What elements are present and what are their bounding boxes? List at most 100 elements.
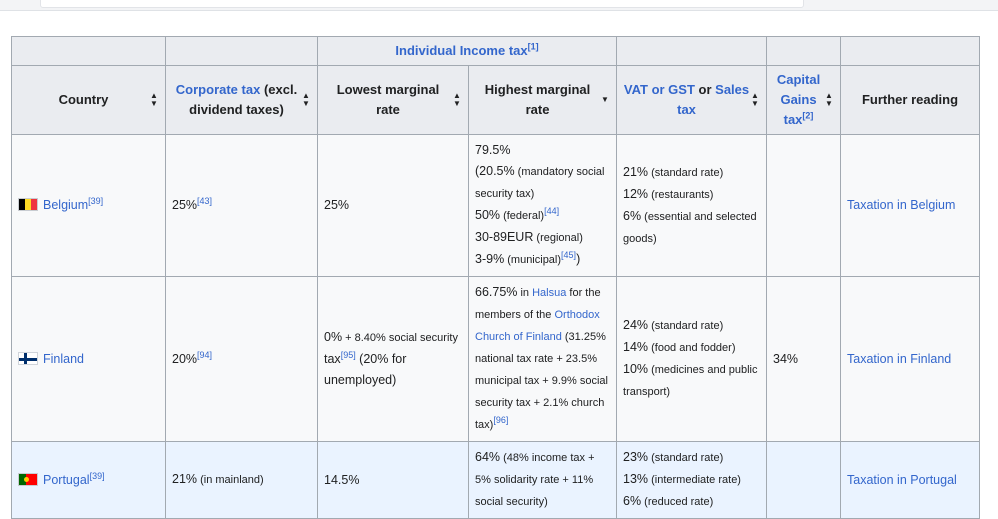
highest-federal-note: (federal) — [500, 210, 545, 222]
cell-further-reading: Taxation in Portugal — [840, 441, 981, 519]
capital-gains-value: 34% — [773, 351, 799, 366]
group-header-income-tax: Individual Income tax[1] — [316, 36, 618, 66]
col-header-lowest-rate[interactable]: Lowest marginal rate ▲ ▼ — [317, 65, 469, 135]
group-header-blank-2 — [165, 36, 318, 66]
vat-reduced-1-note: (food and fodder) — [648, 342, 736, 354]
corporate-value: 21% — [172, 472, 198, 486]
col-header-country[interactable]: Country ▲ ▼ — [11, 65, 166, 135]
corporate-tax-link[interactable]: Corporate tax — [175, 82, 261, 97]
country-ref[interactable]: [39] — [88, 195, 104, 206]
vat-standard-note: (standard rate) — [648, 320, 724, 332]
vat-reduced-2: 10% — [623, 362, 649, 376]
col-header-lowest-label: Lowest marginal rate — [336, 82, 440, 117]
highest-municipal-ref[interactable]: [45] — [561, 249, 577, 260]
group-header-blank-3 — [616, 36, 768, 66]
cell-highest-rate: 79.5% (20.5% (mandatory social security … — [467, 134, 618, 277]
sort-icon[interactable]: ▲ ▼ — [825, 91, 833, 108]
sort-desc-icon[interactable]: ▼ — [601, 95, 609, 104]
finland-flag-icon — [18, 351, 38, 365]
portugal-flag-icon — [18, 472, 38, 486]
highest-federal: 50% — [475, 208, 501, 222]
vat-reduced-2-note: (reduced rate) — [641, 496, 714, 508]
vat-standard: 24% — [623, 318, 649, 332]
corporate-ref[interactable]: [43] — [197, 195, 213, 206]
vat-reduced-1: 13% — [623, 472, 649, 486]
vat-reduced-1-note: (intermediate rate) — [648, 474, 741, 486]
income-tax-link[interactable]: Individual Income tax — [395, 43, 528, 58]
vat-reduced-1: 14% — [623, 340, 649, 354]
cell-capital-gains: 34% — [766, 276, 842, 442]
cell-further-reading: Taxation in Belgium — [840, 134, 981, 277]
cell-lowest-rate: 25% — [317, 134, 469, 277]
further-reading-link[interactable]: Taxation in Finland — [847, 351, 952, 366]
highest-breakdown-note: (31.25% national tax rate + 23.5% munici… — [475, 331, 608, 431]
cell-capital-gains — [766, 441, 842, 519]
cell-corporate-tax: 21% (in mainland) — [165, 441, 318, 519]
corporate-ref[interactable]: [94] — [197, 349, 213, 360]
cell-country: Portugal[39] — [11, 441, 166, 519]
lowest-ref[interactable]: [95] — [340, 349, 356, 360]
browser-top-bar — [0, 0, 998, 11]
cell-highest-rate: 66.75% in Halsua for the members of the … — [467, 276, 618, 442]
top-search-field[interactable] — [40, 0, 804, 8]
cell-vat: 23% (standard rate) 13% (intermediate ra… — [616, 441, 768, 519]
vat-reduced-2: 6% — [623, 208, 642, 223]
sort-icon[interactable]: ▲ ▼ — [751, 91, 759, 108]
belgium-flag-icon — [18, 198, 38, 211]
group-header-blank-4 — [766, 36, 842, 66]
country-ref[interactable]: [39] — [89, 470, 105, 481]
lowest-value: 25% — [324, 198, 350, 212]
cell-further-reading: Taxation in Finland — [840, 276, 981, 442]
highest-social: (20.5% — [475, 164, 515, 178]
col-header-highest-rate[interactable]: Highest marginal rate ▼ — [467, 65, 618, 135]
capital-gains-ref[interactable]: [2] — [802, 110, 814, 121]
table-row-belgium: Belgium[39] 25%[43] 25% 79.5% (20.5% (ma… — [11, 134, 981, 277]
further-reading-link[interactable]: Taxation in Belgium — [847, 198, 956, 212]
sort-icon[interactable]: ▲ ▼ — [453, 91, 461, 108]
lowest-tax-word: tax — [324, 352, 341, 366]
vat-standard: 21% — [623, 164, 649, 179]
sort-icon[interactable]: ▲ ▼ — [302, 91, 310, 108]
highest-federal-ref[interactable]: [44] — [544, 205, 560, 216]
vat-reduced-1: 12% — [623, 186, 649, 201]
sort-icon[interactable]: ▲ ▼ — [150, 91, 158, 108]
cell-country: Finland — [11, 276, 166, 442]
highest-ref[interactable]: [96] — [493, 414, 509, 425]
highest-in-word: in — [517, 287, 533, 299]
cell-corporate-tax: 25%[43] — [165, 134, 318, 277]
vat-standard: 23% — [623, 450, 649, 464]
col-header-corporate-tax[interactable]: Corporate tax (excl. dividend taxes) ▲ ▼ — [165, 65, 318, 135]
vat-reduced-2-note: (medicines and public transport) — [623, 364, 758, 398]
income-tax-ref[interactable]: [1] — [527, 41, 539, 52]
table-row-portugal: Portugal[39] 21% (in mainland) 14.5% 64%… — [11, 441, 981, 519]
highest-close-paren: ) — [576, 252, 581, 266]
country-link[interactable]: Belgium — [43, 198, 89, 212]
country-link[interactable]: Finland — [43, 351, 84, 366]
col-header-country-label: Country — [58, 92, 109, 107]
vat-reduced-1-note: (restaurants) — [648, 188, 714, 201]
cell-capital-gains — [766, 134, 842, 277]
col-header-further-label: Further reading — [861, 92, 959, 107]
vat-or: or — [694, 82, 716, 97]
cell-highest-rate: 64% (48% income tax + 5% solidarity rate… — [467, 441, 618, 519]
col-header-capital-gains[interactable]: Capital Gains tax[2] ▲ ▼ — [766, 65, 842, 135]
capital-gains-link[interactable]: Capital Gains tax — [776, 72, 821, 127]
vat-reduced-2-note: (essential and selected goods) — [623, 210, 757, 245]
orthodox-church-link[interactable]: Orthodox Church of Finland — [475, 309, 600, 343]
corporate-tax-note: (excl. dividend taxes) — [189, 82, 298, 117]
halsua-link[interactable]: Halsua — [532, 287, 567, 299]
lowest-value: 0% — [324, 330, 343, 344]
cell-vat: 21% (standard rate) 12% (restaurants) 6%… — [616, 134, 768, 277]
vat-link[interactable]: VAT or GST — [623, 82, 695, 97]
highest-regional: 30-89EUR — [475, 230, 534, 244]
lowest-unemployed-note: (20% for unemployed) — [324, 352, 407, 387]
vat-standard-note: (standard rate) — [648, 166, 724, 179]
highest-social-note: (mandatory social security tax) — [475, 166, 605, 200]
corporate-value: 25% — [172, 198, 198, 212]
cell-lowest-rate: 14.5% — [317, 441, 469, 519]
vat-reduced-2: 6% — [623, 494, 642, 508]
highest-members-note: for the members of the — [475, 287, 601, 321]
sales-tax-link[interactable]: Sales tax — [677, 82, 750, 117]
group-header-blank-1 — [11, 36, 166, 66]
col-header-vat[interactable]: VAT or GST or Sales tax ▲ ▼ — [616, 65, 768, 135]
